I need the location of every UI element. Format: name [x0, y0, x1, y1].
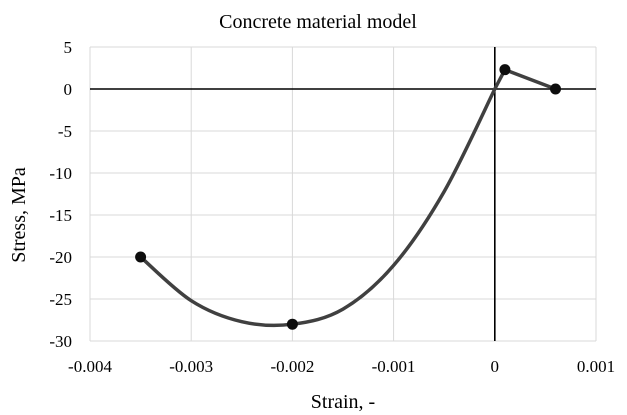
x-tick-label: -0.003 — [169, 357, 213, 376]
y-axis-label: Stress, MPa — [8, 167, 30, 263]
chart-title: Concrete material model — [219, 11, 417, 33]
data-point — [550, 83, 562, 95]
x-axis-label: Strain, - — [311, 391, 375, 413]
y-tick-label: -20 — [49, 248, 72, 267]
y-tick-label: -10 — [49, 164, 72, 183]
x-tick-label: -0.002 — [270, 357, 314, 376]
x-tick-label: 0 — [491, 357, 500, 376]
y-tick-label: 5 — [64, 38, 73, 57]
x-tick-labels: -0.004 -0.003 -0.002 -0.001 0 0.001 — [68, 357, 615, 376]
y-tick-label: -30 — [49, 332, 72, 351]
y-tick-label: 0 — [64, 80, 73, 99]
data-point — [135, 251, 147, 263]
x-tick-label: -0.001 — [372, 357, 416, 376]
x-tick-label: -0.004 — [68, 357, 112, 376]
data-point — [499, 64, 511, 76]
y-tick-label: -5 — [58, 122, 72, 141]
plot-area — [135, 64, 562, 330]
x-tick-label: 0.001 — [577, 357, 615, 376]
data-point — [286, 318, 298, 330]
y-tick-label: -15 — [49, 206, 72, 225]
series-line — [138, 67, 558, 328]
zero-axes — [90, 47, 596, 341]
y-tick-labels: 5 0 -5 -10 -15 -20 -25 -30 — [49, 38, 72, 351]
gridlines — [89, 46, 597, 342]
y-tick-label: -25 — [49, 290, 72, 309]
